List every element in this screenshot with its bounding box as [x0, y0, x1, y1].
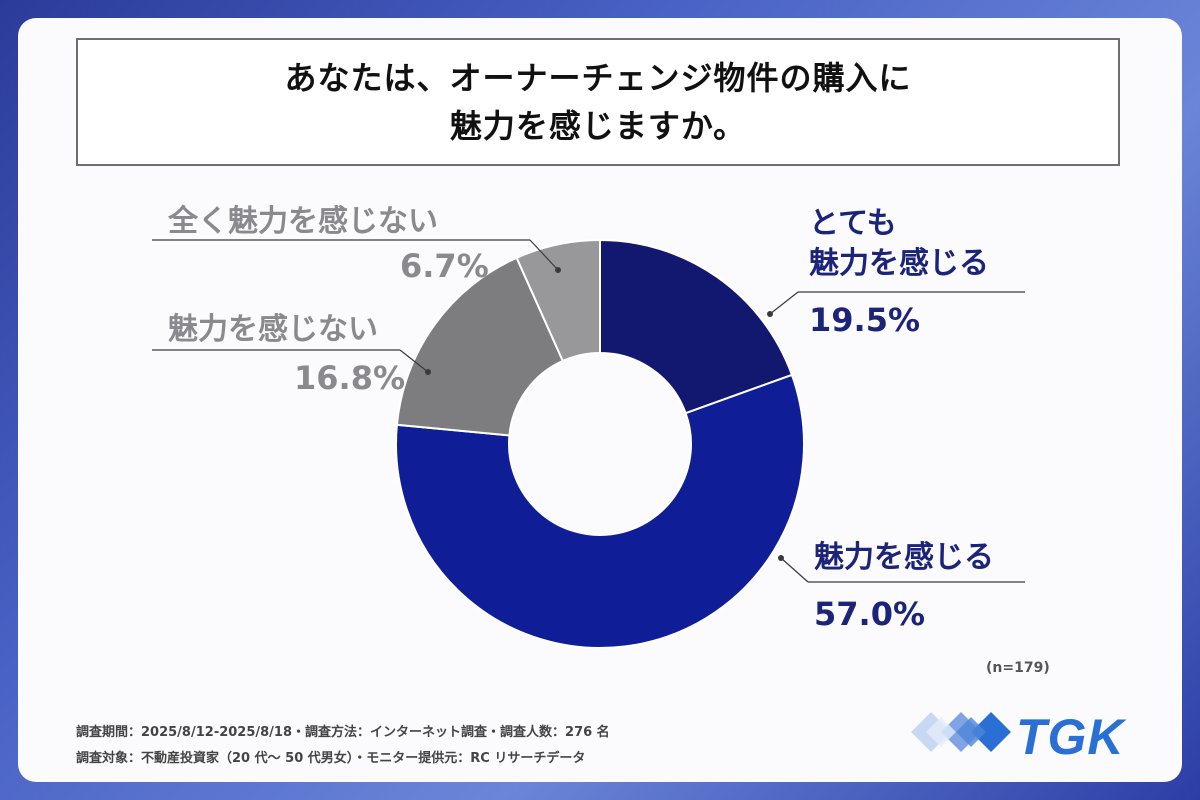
title-line-1: あなたは、オーナーチェンジ物件の購入に	[284, 59, 912, 97]
label-yes-percent: 57.0%	[814, 595, 926, 633]
tgk-logo-mark-icon	[911, 712, 1011, 752]
tgk-logo: TGK	[906, 704, 1126, 774]
footnote-survey-period: 調査期間：2025/8/12-2025/8/18・調査方法：インターネット調査・…	[76, 725, 610, 740]
leader-dot-no	[425, 369, 431, 375]
label-yes-category: 魅力を感じる	[814, 540, 994, 575]
footnote-survey-target: 調査対象：不動産投資家（20 代〜 50 代男女）・モニター提供元：RC リサー…	[76, 751, 586, 766]
leader-line-none-diag	[529, 239, 559, 271]
label-none-percent: 6.7%	[400, 247, 489, 285]
label-no-percent: 16.8%	[294, 359, 406, 397]
sample-size-note: (n=179)	[986, 660, 1050, 676]
infographic-card: あなたは、オーナーチェンジ物件の購入に 魅力を感じますか。 全く魅力を感じない …	[18, 18, 1182, 782]
slice-attractive	[395, 373, 805, 649]
label-very-category-line1: とても	[809, 206, 897, 241]
label-no-category: 魅力を感じない	[168, 312, 378, 347]
tgk-logo-text: TGK	[1016, 709, 1125, 765]
label-very-percent: 19.5%	[809, 301, 921, 339]
leader-line-no-diag	[399, 349, 429, 373]
donut-chart	[152, 238, 1025, 649]
leader-line-very-diag	[769, 291, 799, 315]
title-line-2: 魅力を感じますか。	[449, 107, 747, 145]
leader-dot-none	[555, 267, 561, 273]
label-none-category: 全く魅力を感じない	[168, 204, 438, 239]
label-very-category-line2: 魅力を感じる	[809, 246, 989, 281]
leader-dot-very	[767, 311, 773, 317]
title-box: あなたは、オーナーチェンジ物件の購入に 魅力を感じますか。	[76, 38, 1120, 166]
slice-very-attractive	[599, 238, 794, 415]
leader-dot-yes	[778, 555, 784, 561]
leader-line-yes-diag	[780, 557, 809, 583]
slice-not-attractive	[395, 256, 565, 437]
